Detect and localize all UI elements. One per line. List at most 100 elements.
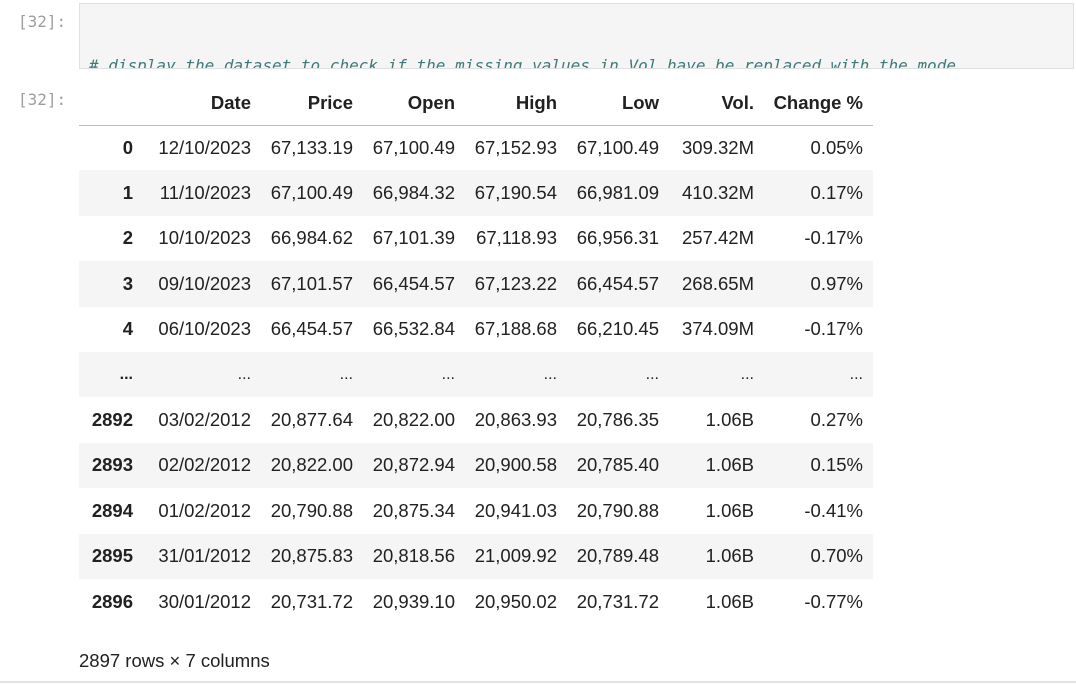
table-cell: 20,875.83 (270, 545, 353, 567)
column-header: High (465, 81, 567, 126)
table-row: 2895 31/01/2012 20,875.83 20,818.56 21,009.9… (79, 533, 873, 579)
input-prompt: [32]: (18, 12, 67, 31)
table-cell: 12/10/2023 (158, 136, 251, 158)
table-cell: 20,939.10 (372, 590, 455, 612)
table-row: 2894 01/02/2012 20,790.88 20,875.34 20,941.0… (79, 488, 873, 533)
table-cell: 1.06B (705, 545, 754, 567)
table-cell: 67,100.49 (576, 136, 659, 158)
table-cell: 20,785.40 (576, 454, 659, 476)
table-cell: 67,133.19 (270, 136, 353, 158)
table-header-row: Date Price Open High Low Vol. Change % (79, 81, 873, 126)
table-cell: 0.97% (810, 272, 863, 294)
row-index: 2 (122, 227, 133, 249)
row-index: 2895 (91, 545, 133, 567)
table-cell: 66,984.62 (270, 227, 353, 249)
table-cell: 67,100.49 (372, 136, 455, 158)
column-header: Change % (764, 81, 873, 126)
table-cell: 66,210.45 (576, 318, 659, 340)
table-cell: 410.32M (682, 182, 754, 204)
table-cell: 257.42M (682, 227, 754, 249)
row-index: 4 (122, 318, 133, 340)
table-cell: 66,454.57 (372, 272, 455, 294)
table-row: 0 12/10/2023 67,133.19 67,100.49 67,152.93 67… (79, 125, 873, 170)
table-cell: 20,863.93 (474, 409, 557, 431)
table-cell: 268.65M (682, 272, 754, 294)
cell-divider (0, 681, 1076, 683)
row-index: 3 (122, 272, 133, 294)
table-cell: 1.06B (705, 499, 754, 521)
table-cell: 20,877.64 (270, 409, 353, 431)
table-cell: -0.77% (804, 590, 863, 612)
table-cell: -0.17% (804, 227, 863, 249)
table-cell: 67,100.49 (270, 182, 353, 204)
row-index: 0 (122, 136, 133, 158)
table-cell: 67,101.39 (372, 227, 455, 249)
dataframe-table: Date Price Open High Low Vol. Change % 0 12/10/… (79, 81, 873, 624)
table-cell: 20,822.00 (372, 409, 455, 431)
row-index: 2893 (91, 454, 133, 476)
table-cell: 20,731.72 (576, 590, 659, 612)
code-editor[interactable]: # display the dataset to check if the mi… (79, 3, 1074, 69)
table-cell: 20,789.48 (576, 545, 659, 567)
table-cell: 20,786.35 (576, 409, 659, 431)
row-index: 2896 (91, 590, 133, 612)
table-cell: 02/02/2012 (158, 454, 251, 476)
column-header: Date (143, 81, 261, 126)
table-cell: 21,009.92 (474, 545, 557, 567)
table-cell: 66,454.57 (576, 272, 659, 294)
table-cell: ... (237, 365, 251, 383)
table-cell: 20,818.56 (372, 545, 455, 567)
table-cell: 10/10/2023 (158, 227, 251, 249)
table-cell: 31/01/2012 (158, 545, 251, 567)
table-cell: ... (339, 365, 353, 383)
table-cell: 20,941.03 (474, 499, 557, 521)
table-cell: 20,950.02 (474, 590, 557, 612)
table-cell: 20,875.34 (372, 499, 455, 521)
row-index: ... (119, 365, 133, 383)
table-cell: 1.06B (705, 409, 754, 431)
table-cell: ... (441, 365, 455, 383)
table-cell: 67,118.93 (476, 227, 557, 249)
table-body: 0 12/10/2023 67,133.19 67,100.49 67,152.93 67… (79, 125, 873, 624)
index-column-header (79, 81, 143, 126)
table-cell: ... (849, 365, 863, 383)
table-cell: 0.70% (810, 545, 863, 567)
table-cell: 20,790.88 (270, 499, 353, 521)
table-row: 2892 03/02/2012 20,877.64 20,822.00 20,863.9… (79, 397, 873, 442)
table-cell: 20,900.58 (474, 454, 557, 476)
column-header: Low (567, 81, 669, 126)
table-cell: ... (645, 365, 659, 383)
table-cell: ... (543, 365, 557, 383)
table-cell: 06/10/2023 (158, 318, 251, 340)
table-row: 2896 30/01/2012 20,731.72 20,939.10 20,950.0… (79, 579, 873, 624)
table-cell: 66,984.32 (372, 182, 455, 204)
table-cell: 0.27% (810, 409, 863, 431)
table-cell: 66,981.09 (576, 182, 659, 204)
table-row: 3 09/10/2023 67,101.57 66,454.57 67,123.22 66… (79, 261, 873, 307)
table-cell: 374.09M (682, 318, 754, 340)
table-cell: 11/10/2023 (159, 182, 251, 204)
table-row: 2893 02/02/2012 20,822.00 20,872.94 20,900.5… (79, 442, 873, 489)
table-cell: 1.06B (705, 454, 754, 476)
table-cell: 0.05% (810, 136, 863, 158)
table-row: 4 06/10/2023 66,454.57 66,532.84 67,188.68 66… (79, 307, 873, 352)
table-cell: 67,152.93 (474, 136, 557, 158)
table-cell: 01/02/2012 (158, 499, 251, 521)
table-cell: 67,190.54 (474, 182, 557, 204)
row-index: 1 (122, 182, 133, 204)
table-cell: 67,123.22 (474, 272, 557, 294)
table-cell: 66,956.31 (576, 227, 659, 249)
table-cell: -0.41% (804, 499, 863, 521)
table-cell: 20,872.94 (372, 454, 455, 476)
table-row: 1 11/10/2023 67,100.49 66,984.32 67,190.54 66… (79, 170, 873, 216)
table-cell: 66,532.84 (372, 318, 455, 340)
table-cell: 67,101.57 (270, 272, 353, 294)
table-cell: 67,188.68 (474, 318, 557, 340)
table-shape-note: 2897 rows × 7 columns (79, 650, 270, 671)
column-header: Open (363, 81, 465, 126)
table-cell: -0.17% (804, 318, 863, 340)
table-cell: 309.32M (682, 136, 754, 158)
table-cell: 09/10/2023 (158, 272, 251, 294)
ellipsis-row: ........................ (79, 351, 873, 398)
table-cell: 03/02/2012 (158, 409, 251, 431)
